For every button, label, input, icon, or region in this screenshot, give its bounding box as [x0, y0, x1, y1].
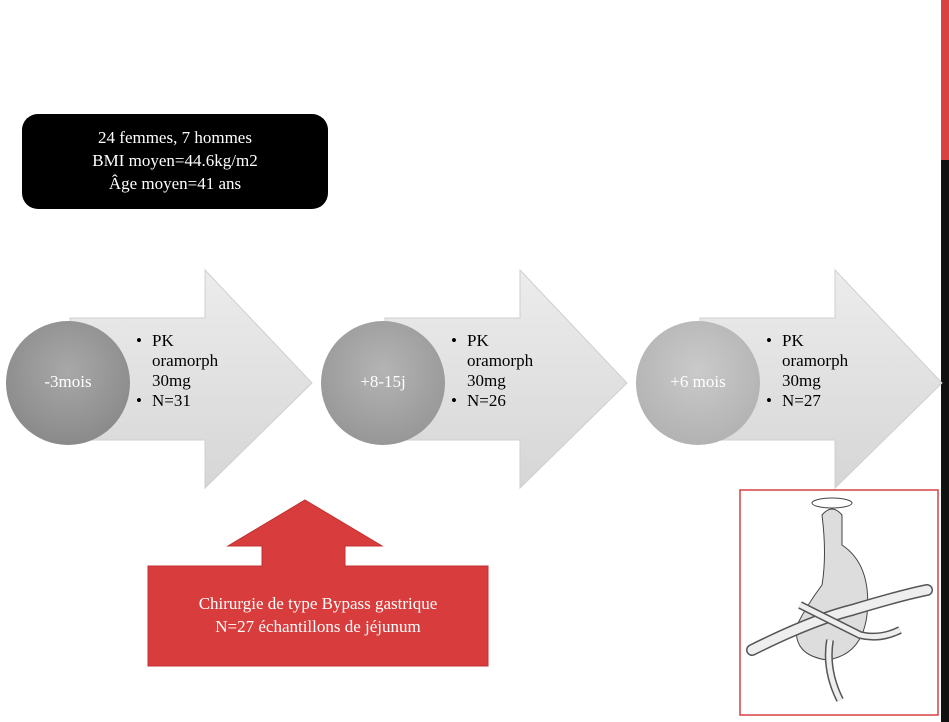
side-bar-black — [941, 160, 949, 722]
step-circle — [321, 321, 445, 445]
step-bullet: N=27 — [782, 391, 821, 410]
info-text: 24 femmes, 7 hommes BMI moyen=44.6kg/m2 Âg… — [92, 128, 257, 193]
step-bullet: PK oramorph 30mg — [782, 331, 849, 390]
bullet-dot: • — [451, 391, 457, 410]
surgery-text: Chirurgie de type Bypass gastrique N=27 é… — [199, 594, 438, 636]
side-bar-red — [941, 0, 949, 160]
bullet-dot: • — [136, 391, 142, 410]
step-bullet: PK oramorph 30mg — [152, 331, 219, 390]
info-line: 24 femmes, 7 hommes — [98, 128, 252, 147]
surgery-line: N=27 échantillons de jéjunum — [215, 617, 421, 636]
surgery-arrow — [147, 499, 489, 667]
info-box — [22, 114, 328, 209]
step-circle — [6, 321, 130, 445]
step-bullet: N=31 — [152, 391, 191, 410]
step-label: +8-15j — [360, 372, 405, 391]
step-bullet: N=26 — [467, 391, 506, 410]
step-label: +6 mois — [670, 372, 725, 391]
bullet-dot: • — [766, 331, 772, 350]
bullet-dot: • — [136, 331, 142, 350]
step-arrow — [384, 268, 628, 490]
surgery-line: Chirurgie de type Bypass gastrique — [199, 594, 438, 613]
step-circle — [636, 321, 760, 445]
bullet-dot: • — [766, 391, 772, 410]
step-label: -3mois — [44, 372, 91, 391]
step-arrow — [699, 268, 943, 490]
anatomy-illustration — [739, 489, 939, 716]
info-line: Âge moyen=41 ans — [109, 174, 241, 193]
bullet-dot: • — [451, 331, 457, 350]
timeline: -3mois • PK oramorph 30mg • N=31 +8-15j • PK oramo… — [6, 268, 943, 490]
step-bullet: PK oramorph 30mg — [467, 331, 534, 390]
info-line: BMI moyen=44.6kg/m2 — [92, 151, 257, 170]
step-arrow — [69, 268, 313, 490]
